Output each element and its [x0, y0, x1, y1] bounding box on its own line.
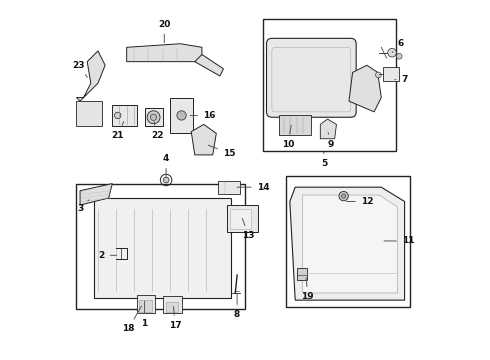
Polygon shape — [76, 51, 105, 101]
Bar — [139, 300, 152, 312]
Bar — [279, 116, 311, 135]
Text: 14: 14 — [237, 183, 269, 192]
Text: 1: 1 — [142, 301, 147, 328]
Bar — [218, 181, 240, 194]
Text: 16: 16 — [191, 111, 216, 120]
Bar — [137, 295, 155, 314]
Circle shape — [177, 111, 186, 120]
Bar — [166, 302, 178, 312]
Polygon shape — [191, 125, 216, 155]
Polygon shape — [195, 54, 223, 76]
Bar — [76, 184, 245, 309]
Text: 6: 6 — [392, 39, 404, 53]
Text: 8: 8 — [234, 294, 240, 319]
Polygon shape — [126, 44, 202, 62]
FancyBboxPatch shape — [267, 39, 356, 117]
Bar — [163, 296, 182, 314]
Bar — [170, 98, 193, 134]
Bar — [286, 176, 410, 307]
Text: 4: 4 — [163, 154, 169, 177]
Text: 7: 7 — [395, 75, 408, 84]
Circle shape — [339, 192, 348, 201]
Text: 15: 15 — [208, 145, 235, 158]
Polygon shape — [290, 187, 405, 300]
Circle shape — [147, 111, 160, 124]
Text: 11: 11 — [384, 237, 415, 246]
Text: 20: 20 — [158, 19, 171, 43]
Bar — [263, 19, 395, 151]
Text: 13: 13 — [243, 219, 255, 240]
Text: 17: 17 — [169, 306, 181, 330]
Bar — [383, 67, 399, 81]
Text: 5: 5 — [321, 152, 327, 168]
Bar — [112, 105, 137, 126]
Circle shape — [342, 194, 346, 198]
Text: 9: 9 — [328, 132, 334, 149]
Circle shape — [115, 112, 121, 119]
Bar — [297, 268, 307, 280]
Bar — [145, 108, 163, 126]
Bar — [95, 198, 231, 298]
Bar — [76, 101, 101, 126]
Circle shape — [396, 53, 402, 59]
Text: 22: 22 — [151, 122, 163, 140]
Polygon shape — [349, 65, 381, 112]
Text: 21: 21 — [111, 122, 124, 140]
Polygon shape — [80, 184, 112, 205]
Polygon shape — [302, 195, 397, 293]
Circle shape — [375, 72, 381, 78]
Text: 12: 12 — [346, 197, 373, 206]
Bar — [230, 209, 251, 229]
Circle shape — [150, 114, 157, 121]
Circle shape — [163, 177, 169, 183]
Polygon shape — [320, 119, 337, 139]
Circle shape — [388, 48, 396, 57]
Text: 2: 2 — [98, 251, 117, 260]
Text: 3: 3 — [77, 200, 89, 213]
Text: 10: 10 — [282, 125, 294, 149]
Bar — [227, 205, 258, 232]
Text: 19: 19 — [301, 278, 314, 301]
Text: 18: 18 — [122, 306, 142, 333]
Text: 23: 23 — [72, 61, 87, 77]
